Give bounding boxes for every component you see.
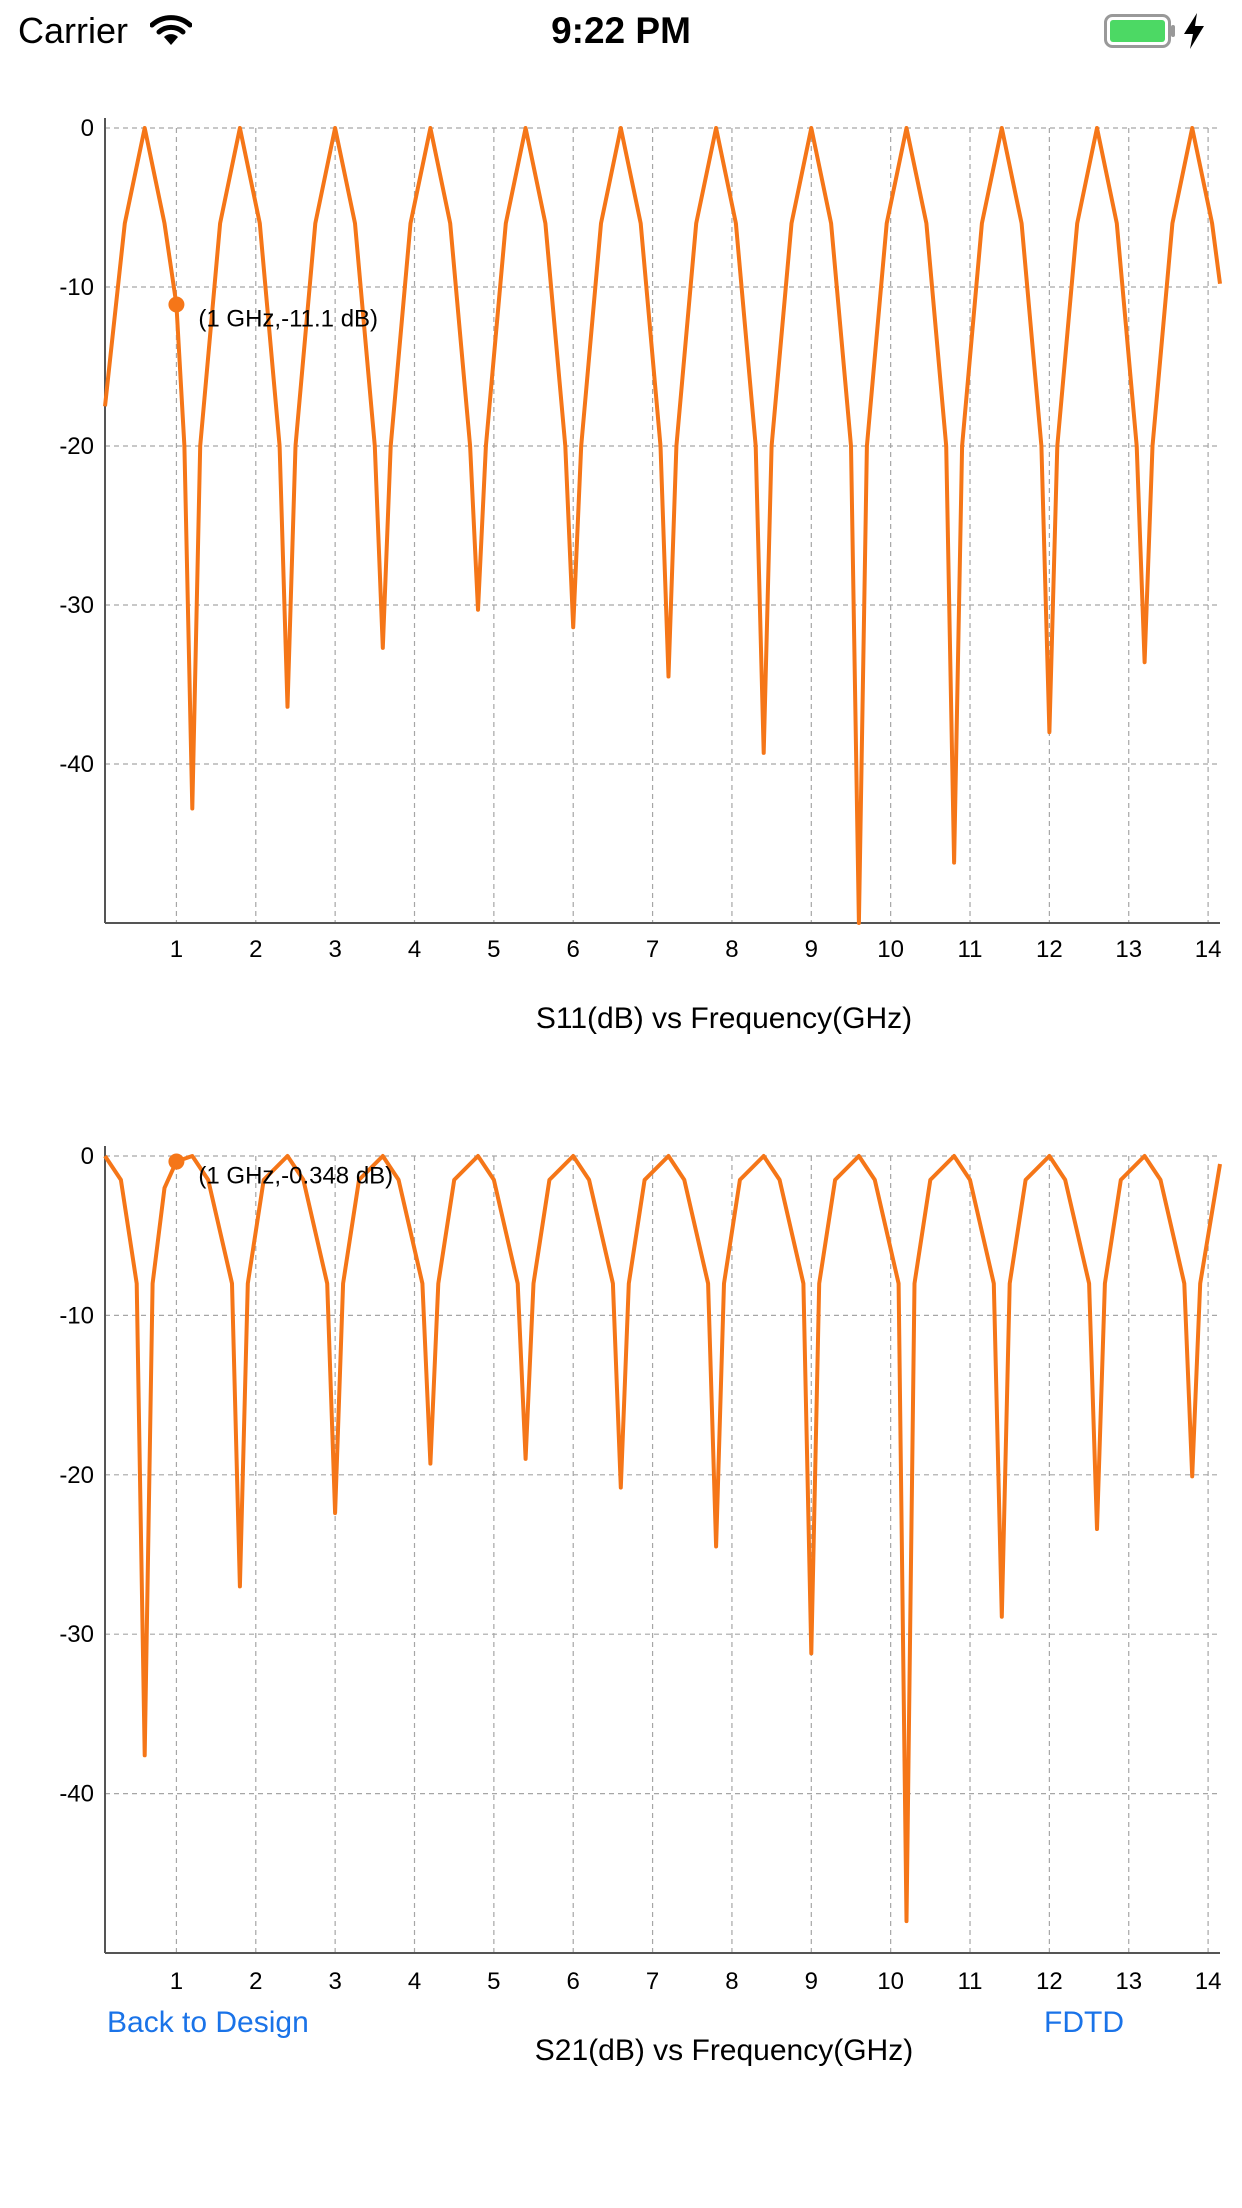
s21-axes — [105, 1146, 1220, 1953]
s11-x-tick-label: 8 — [725, 936, 738, 963]
s11-x-tick-label: 14 — [1195, 936, 1222, 963]
back-to-design-button[interactable]: Back to Design — [107, 2006, 309, 2040]
s21-x-tick-label: 8 — [725, 1968, 738, 1995]
s21-y-tick-label: 0 — [81, 1143, 94, 1170]
s21-x-tick-label: 14 — [1195, 1968, 1222, 1995]
s11-y-tick-label: -40 — [59, 751, 94, 778]
fdtd-button[interactable]: FDTD — [1044, 2006, 1124, 2040]
s11-y-tick-label: -20 — [59, 433, 94, 460]
s11-marker: (1 GHz,-11.1 dB) — [168, 296, 378, 332]
s11-x-tick-label: 12 — [1036, 936, 1063, 963]
s21-x-tick-label: 1 — [170, 1968, 183, 1995]
s21-x-tick-label: 2 — [249, 1968, 262, 1995]
s11-x-tick-label: 5 — [487, 936, 500, 963]
s11-x-tick-label: 10 — [877, 936, 904, 963]
s21-y-tick-label: -40 — [59, 1781, 94, 1808]
s21-x-tick-label: 13 — [1115, 1968, 1142, 1995]
s21-x-tick-label: 10 — [877, 1968, 904, 1995]
s21-marker: (1 GHz,-0.348 dB) — [168, 1154, 393, 1190]
s21-x-tick-label: 6 — [567, 1968, 580, 1995]
s11-chart: 1 2 3 4 5 6 7 8 9 10 11 12 13 140-10-20-30-40 (1 GHz,… — [0, 0, 1242, 1060]
s21-y-tick-label: -10 — [59, 1302, 94, 1329]
s11-x-tick-label: 6 — [567, 936, 580, 963]
s11-x-tick-label: 7 — [646, 936, 659, 963]
s11-y-tick-label: -10 — [59, 274, 94, 301]
s21-x-tick-label: 5 — [487, 1968, 500, 1995]
s21-y-tick-label: -20 — [59, 1462, 94, 1489]
s21-x-tick-label: 9 — [805, 1968, 818, 1995]
s21-marker-label: (1 GHz,-0.348 dB) — [198, 1163, 393, 1190]
s21-y-tick-label: -30 — [59, 1621, 94, 1648]
s21-series-line — [105, 1156, 1220, 1921]
s21-x-tick-label: 7 — [646, 1968, 659, 1995]
s21-x-axis-label: S21(dB) vs Frequency(GHz) — [535, 2034, 913, 2067]
s11-series — [105, 128, 1220, 923]
s11-y-tick-label: -30 — [59, 592, 94, 619]
s11-series-line — [105, 128, 1220, 923]
s11-marker-dot[interactable] — [168, 296, 184, 312]
s11-x-axis-label: S11(dB) vs Frequency(GHz) — [536, 1002, 912, 1035]
s11-y-tick-label: 0 — [81, 115, 94, 142]
s11-x-tick-label: 1 — [170, 936, 183, 963]
s11-x-tick-label: 11 — [958, 936, 983, 963]
s11-marker-label: (1 GHz,-11.1 dB) — [198, 305, 378, 332]
s21-grid — [105, 1156, 1220, 1953]
s11-x-tick-label: 2 — [249, 936, 262, 963]
s21-tick-labels: 1 2 3 4 5 6 7 8 9 10 11 12 13 140-10-20-30-40 — [59, 1143, 1221, 1995]
s11-x-tick-label: 3 — [328, 936, 341, 963]
s21-x-tick-label: 3 — [328, 1968, 341, 1995]
s21-series — [105, 1156, 1220, 1921]
s21-chart: 1 2 3 4 5 6 7 8 9 10 11 12 13 140-10-20-30-40 (1 GHz,… — [0, 1060, 1242, 2160]
s21-marker-dot[interactable] — [168, 1154, 184, 1170]
s21-x-tick-label: 11 — [958, 1968, 983, 1995]
s11-x-tick-label: 9 — [805, 936, 818, 963]
s11-x-tick-label: 4 — [408, 936, 421, 963]
s21-x-tick-label: 4 — [408, 1968, 421, 1995]
s21-x-tick-label: 12 — [1036, 1968, 1063, 1995]
s11-x-tick-label: 13 — [1115, 936, 1142, 963]
